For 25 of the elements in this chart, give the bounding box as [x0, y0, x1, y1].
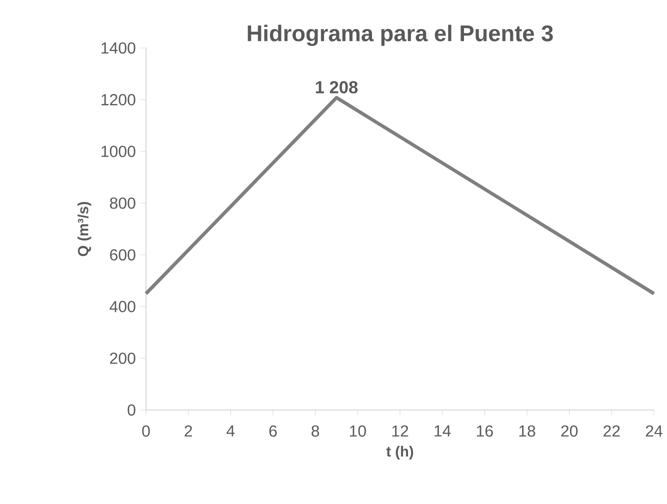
x-tick-label: 0 [142, 425, 150, 437]
y-axis-title: Q (m³/s) [78, 202, 92, 256]
x-tick-label: 10 [350, 425, 366, 437]
chart-title: Hidrograma para el Puente 3 [248, 24, 553, 46]
x-tick-label: 4 [226, 425, 235, 436]
x-tick-label: 22 [604, 425, 620, 437]
x-tick-label: 14 [434, 425, 451, 436]
y-tick-label: 1200 [102, 94, 136, 106]
y-tick-label: 1400 [102, 42, 136, 54]
y-tick-label: 1000 [102, 146, 136, 158]
x-tick-label: 6 [269, 425, 277, 437]
x-tick-label: 2 [184, 425, 192, 437]
y-tick-label: 200 [110, 352, 136, 364]
y-tick-label: 0 [128, 404, 136, 416]
annotation: 1 208 [316, 81, 358, 94]
x-tick-label: 12 [392, 425, 408, 437]
y-tick-label: 400 [110, 300, 136, 312]
x-tick-label: 8 [312, 425, 320, 437]
y-tick-label: 600 [110, 249, 136, 261]
y-tick-label: 800 [110, 197, 136, 209]
x-tick-label: 24 [646, 425, 662, 437]
x-axis-title: t (h) [386, 446, 414, 460]
x-tick-label: 20 [561, 425, 578, 437]
x-tick-label: 18 [519, 425, 536, 437]
x-tick-label: 16 [476, 425, 493, 437]
